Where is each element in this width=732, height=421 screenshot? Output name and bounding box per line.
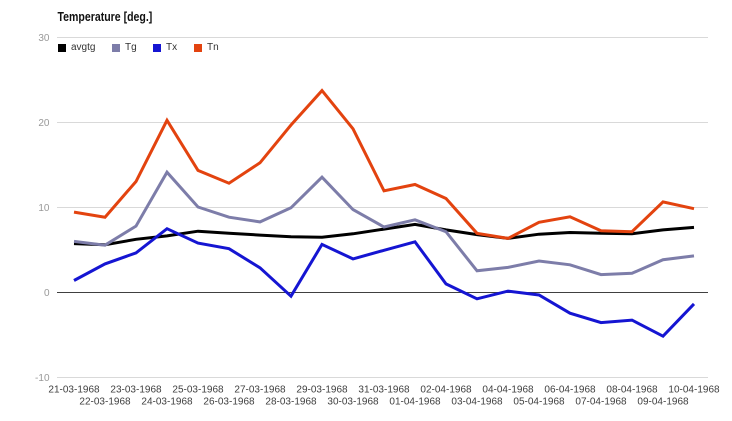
svg-text:08-04-1968: 08-04-1968	[606, 385, 658, 396]
svg-text:0: 0	[44, 288, 50, 299]
svg-text:04-04-1968: 04-04-1968	[482, 385, 534, 396]
svg-text:Tx: Tx	[166, 42, 177, 53]
svg-text:27-03-1968: 27-03-1968	[234, 385, 286, 396]
svg-text:Tn: Tn	[207, 42, 219, 53]
svg-text:29-03-1968: 29-03-1968	[296, 385, 348, 396]
svg-text:28-03-1968: 28-03-1968	[265, 397, 317, 408]
svg-text:25-03-1968: 25-03-1968	[172, 385, 224, 396]
svg-text:10-04-1968: 10-04-1968	[668, 385, 720, 396]
svg-text:20: 20	[38, 118, 50, 129]
svg-text:30: 30	[38, 33, 50, 44]
svg-text:07-04-1968: 07-04-1968	[575, 397, 627, 408]
svg-text:Temperature [deg.]: Temperature [deg.]	[58, 9, 153, 24]
svg-text:01-04-1968: 01-04-1968	[389, 397, 441, 408]
svg-text:24-03-1968: 24-03-1968	[141, 397, 193, 408]
svg-text:-10: -10	[35, 373, 50, 384]
svg-text:26-03-1968: 26-03-1968	[203, 397, 255, 408]
svg-text:03-04-1968: 03-04-1968	[451, 397, 503, 408]
svg-text:21-03-1968: 21-03-1968	[48, 385, 100, 396]
svg-text:02-04-1968: 02-04-1968	[420, 385, 472, 396]
svg-text:30-03-1968: 30-03-1968	[327, 397, 379, 408]
svg-text:09-04-1968: 09-04-1968	[637, 397, 689, 408]
svg-text:05-04-1968: 05-04-1968	[513, 397, 565, 408]
svg-text:31-03-1968: 31-03-1968	[358, 385, 410, 396]
svg-text:Tg: Tg	[125, 42, 137, 53]
svg-text:avgtg: avgtg	[71, 42, 95, 53]
svg-text:10: 10	[38, 203, 50, 214]
svg-text:06-04-1968: 06-04-1968	[544, 385, 596, 396]
svg-text:22-03-1968: 22-03-1968	[79, 397, 131, 408]
svg-text:23-03-1968: 23-03-1968	[110, 385, 162, 396]
